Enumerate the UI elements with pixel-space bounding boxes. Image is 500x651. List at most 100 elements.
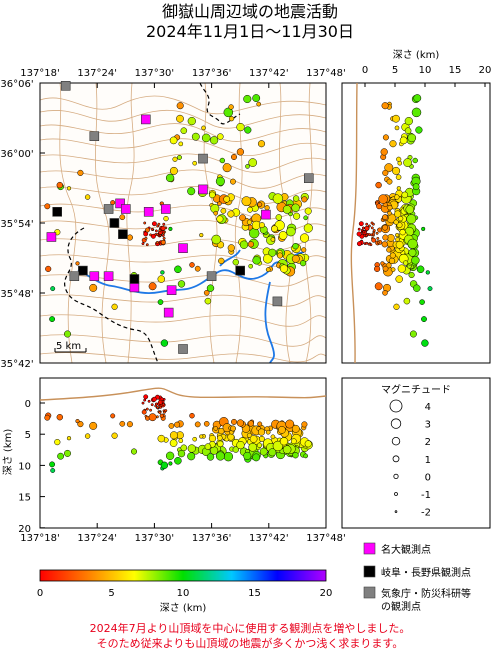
earthquake-marker-section-right: [395, 240, 404, 249]
earthquake-marker-section-bottom: [155, 415, 159, 419]
earthquake-marker-section-right: [387, 210, 392, 216]
earthquake-marker-section-bottom: [247, 420, 255, 427]
earthquake-marker-section-bottom: [257, 421, 263, 427]
earthquake-marker-section-right: [405, 205, 415, 214]
earthquake-marker-section-bottom: [278, 426, 286, 434]
earthquake-marker: [165, 173, 175, 183]
earthquake-marker-section-right: [408, 271, 415, 279]
earthquake-marker: [150, 227, 154, 231]
prefecture-boundary: [64, 83, 241, 363]
station-legend-label-line2: の観測点: [381, 600, 421, 613]
earthquake-marker: [172, 156, 178, 162]
earthquake-marker-section-bottom: [243, 451, 252, 460]
earthquake-marker-section-right: [365, 241, 369, 245]
earthquake-marker: [248, 263, 253, 269]
earthquake-marker: [248, 158, 258, 167]
earthquake-marker-section-right: [395, 237, 400, 242]
earthquake-marker-section-right: [396, 156, 402, 162]
earthquake-marker: [162, 236, 166, 240]
earthquake-marker-section-bottom: [270, 434, 276, 440]
earthquake-marker-section-right: [416, 265, 425, 274]
earthquake-marker-section-bottom: [168, 423, 175, 429]
earthquake-marker: [56, 181, 64, 189]
earthquake-marker: [211, 234, 221, 245]
earthquake-marker-section-right: [356, 241, 362, 247]
earthquake-marker-section-right: [421, 226, 426, 231]
earthquake-marker-section-bottom: [44, 414, 51, 421]
earthquake-marker: [66, 186, 72, 191]
earthquake-marker-section-bottom: [227, 433, 235, 441]
station-legend-swatch: [363, 586, 376, 599]
latitude-depth-section: 深さ (km) 0 5 10 15 20: [341, 49, 491, 364]
earthquake-marker-section-right: [403, 158, 412, 167]
earthquake-marker: [178, 141, 184, 147]
earthquake-marker: [217, 133, 224, 140]
earthquake-marker-section-bottom: [187, 452, 196, 461]
bottom-section-depth-tick: 10: [18, 461, 31, 472]
earthquake-marker-section-bottom: [236, 419, 245, 427]
earthquake-marker: [258, 222, 265, 229]
station-legend-label: 気象庁・防災科研等: [381, 587, 471, 600]
earthquake-marker-section-right: [403, 297, 411, 305]
earthquake-marker-section-right: [411, 256, 420, 265]
earthquake-marker-section-bottom: [84, 433, 91, 439]
earthquake-marker-section-right: [376, 241, 380, 244]
earthquake-marker: [282, 205, 292, 214]
earthquake-marker-section-bottom: [89, 421, 98, 430]
seismic-station-marker: [115, 198, 125, 209]
earthquake-marker: [84, 194, 91, 200]
earthquake-marker-section-right: [421, 316, 427, 323]
earthquake-marker-section-bottom: [149, 408, 153, 412]
seismic-station-marker: [161, 204, 171, 214]
earthquake-marker-section-right: [421, 339, 429, 347]
earthquake-marker: [249, 228, 260, 239]
seismic-station-marker: [235, 265, 245, 276]
earthquake-marker: [50, 286, 56, 292]
magnitude-legend-label: 0: [425, 472, 431, 483]
earthquake-marker-section-bottom: [49, 461, 56, 468]
earthquake-marker-section-bottom: [303, 453, 309, 459]
earthquake-marker-section-bottom: [279, 437, 289, 446]
earthquake-marker-section-right: [382, 289, 388, 296]
earthquake-marker: [223, 107, 234, 118]
earthquake-marker-section-bottom: [145, 407, 149, 411]
earthquake-marker: [194, 265, 201, 272]
earthquake-marker-section-right: [378, 194, 388, 204]
earthquake-marker: [156, 233, 159, 237]
seismic-station-marker: [121, 204, 131, 214]
earthquake-marker: [239, 240, 249, 249]
right-section-ticks: 0 5 10 15 20: [362, 65, 491, 87]
earthquake-marker: [292, 243, 299, 250]
earthquake-marker-section-right: [387, 205, 393, 211]
seismic-station-marker: [198, 153, 208, 164]
earthquake-marker-section-bottom: [217, 435, 223, 441]
earthquake-marker: [216, 215, 224, 223]
earthquake-marker-section-bottom: [249, 435, 258, 443]
earthquake-marker: [177, 280, 186, 288]
earthquake-marker: [191, 132, 200, 141]
earthquake-marker: [213, 210, 219, 216]
earthquake-marker: [299, 233, 310, 243]
depth-colorbar-ticks: 0 5 10 15 20: [37, 588, 333, 599]
earthquake-marker-section-right: [372, 229, 376, 232]
earthquake-marker: [177, 154, 182, 160]
depth-colorbar: 0 5 10 15 20 深さ (km): [37, 569, 333, 614]
earthquake-marker-section-bottom: [57, 452, 65, 460]
earthquake-marker-section-right: [402, 260, 409, 266]
earthquake-marker-section-right: [368, 233, 372, 237]
earthquake-marker-section-bottom: [165, 451, 175, 460]
magnitude-legend-title: マグニチュード: [381, 383, 451, 396]
earthquake-marker-section-right: [392, 166, 401, 175]
earthquake-marker-section-bottom: [290, 438, 297, 445]
depth-colorbar-gradient: [39, 569, 327, 582]
magnitude-legend: マグニチュード 4 3 2 1 0 -1 -2: [341, 377, 491, 529]
earthquake-marker-section-bottom: [110, 413, 116, 419]
seismic-station-marker: [163, 307, 174, 318]
earthquake-marker-section-bottom: [143, 398, 147, 402]
right-section-depth-tick: 15: [449, 65, 462, 76]
magnitude-legend-label: 2: [425, 437, 431, 448]
bottom-section-depth-tick: 5: [25, 430, 31, 441]
earthquake-marker-section-right: [371, 237, 377, 243]
seismic-station-marker: [141, 114, 151, 125]
